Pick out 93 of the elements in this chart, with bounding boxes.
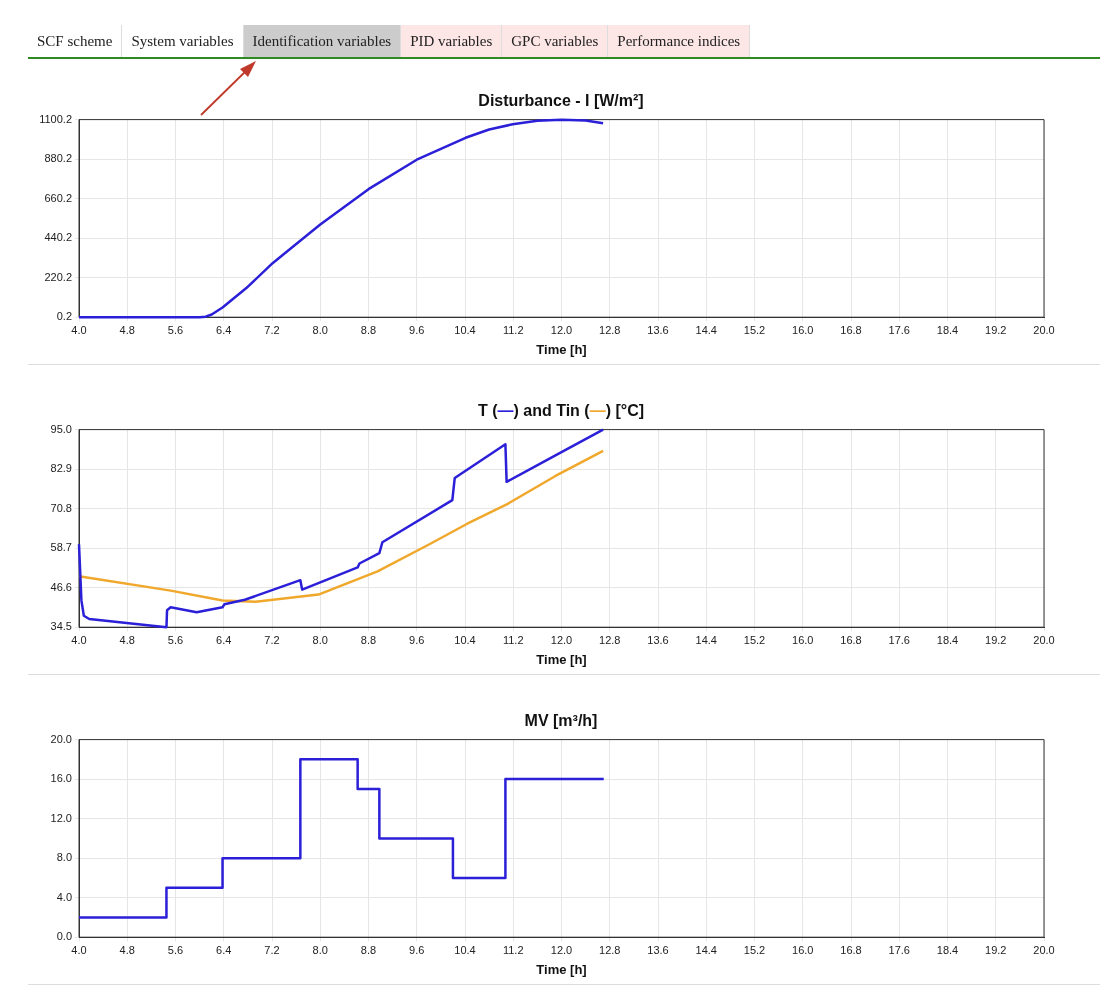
x-tick-label: 17.6 bbox=[888, 943, 910, 956]
category-label: Identification variables bbox=[243, 25, 402, 57]
x-tick-label: 12.8 bbox=[599, 323, 621, 336]
x-tick-label: 4.0 bbox=[71, 323, 87, 336]
category-label: PID variables bbox=[401, 25, 503, 57]
y-tick-label: 70.8 bbox=[50, 501, 72, 514]
x-tick-label: 8.8 bbox=[360, 323, 377, 336]
x-tick-label: 12.0 bbox=[550, 943, 573, 956]
y-tick-label: 46.6 bbox=[50, 580, 72, 593]
x-tick-label: 8.0 bbox=[312, 943, 328, 956]
x-tick-label: 8.0 bbox=[312, 633, 328, 646]
x-tick-label: 11.2 bbox=[502, 633, 524, 646]
x-tick-label: 8.8 bbox=[360, 633, 377, 646]
x-tick-label: 9.6 bbox=[409, 323, 425, 336]
x-tick-label: 16.0 bbox=[792, 633, 814, 646]
x-tick-label: 13.6 bbox=[647, 633, 669, 646]
y-tick-label: 220.2 bbox=[44, 270, 72, 283]
x-tick-label: 11.2 bbox=[502, 323, 524, 336]
y-tick-label: 20.0 bbox=[50, 732, 72, 745]
x-tick-label: 6.4 bbox=[216, 323, 232, 336]
x-tick-label: 4.0 bbox=[71, 943, 87, 956]
x-tick-label: 10.4 bbox=[454, 943, 476, 956]
x-tick-label: 5.6 bbox=[167, 323, 184, 336]
x-tick-label: 5.6 bbox=[167, 943, 184, 956]
x-tick-label: 13.6 bbox=[647, 943, 669, 956]
y-tick-label: 82.9 bbox=[50, 462, 72, 475]
x-axis-title: Time [h] bbox=[536, 341, 587, 357]
x-tick-label: 15.2 bbox=[743, 323, 766, 336]
x-tick-label: 5.6 bbox=[167, 633, 184, 646]
x-tick-label: 12.8 bbox=[599, 633, 621, 646]
x-tick-label: 4.8 bbox=[119, 633, 135, 646]
x-tick-label: 18.4 bbox=[936, 633, 959, 646]
x-tick-label: 16.8 bbox=[840, 943, 862, 956]
category-label: SCF scheme bbox=[28, 25, 123, 57]
x-tick-label: 13.6 bbox=[647, 323, 669, 336]
x-axis-title: Time [h] bbox=[536, 961, 587, 977]
x-tick-label: 17.6 bbox=[888, 633, 910, 646]
x-tick-label: 10.4 bbox=[454, 323, 476, 336]
x-tick-label: 15.2 bbox=[743, 943, 766, 956]
y-tick-label: 34.5 bbox=[50, 620, 72, 633]
x-tick-label: 16.0 bbox=[792, 323, 814, 336]
x-tick-label: 4.0 bbox=[71, 633, 87, 646]
x-tick-label: 10.4 bbox=[454, 633, 476, 646]
chart-title: Disturbance - I [W/m²] bbox=[477, 92, 645, 110]
x-tick-label: 16.0 bbox=[792, 943, 814, 956]
x-tick-label: 17.6 bbox=[888, 323, 910, 336]
x-tick-label: 11.2 bbox=[502, 943, 524, 956]
x-tick-label: 9.6 bbox=[409, 633, 425, 646]
x-tick-label: 6.4 bbox=[216, 633, 232, 646]
x-axis-title: Time [h] bbox=[536, 651, 587, 667]
x-tick-label: 15.2 bbox=[743, 633, 766, 646]
category-label: Performance indices bbox=[608, 25, 751, 57]
x-tick-label: 14.4 bbox=[695, 633, 717, 646]
x-tick-label: 12.8 bbox=[599, 943, 621, 956]
x-tick-label: 18.4 bbox=[936, 943, 959, 956]
x-tick-label: 4.8 bbox=[119, 323, 135, 336]
y-tick-label: 1100.2 bbox=[39, 112, 72, 125]
y-tick-label: 440.2 bbox=[44, 231, 72, 244]
x-tick-label: 18.4 bbox=[936, 323, 959, 336]
x-tick-label: 14.4 bbox=[695, 323, 717, 336]
x-tick-label: 4.8 bbox=[119, 943, 135, 956]
chart-title: T (—) and Tin (—) [°C] bbox=[476, 402, 646, 420]
chart-title: MV [m³/h] bbox=[523, 712, 599, 730]
x-tick-label: 7.2 bbox=[264, 943, 280, 956]
y-tick-label: 58.7 bbox=[50, 541, 72, 554]
x-tick-label: 7.2 bbox=[264, 633, 280, 646]
x-tick-label: 7.2 bbox=[264, 323, 280, 336]
x-tick-label: 16.8 bbox=[840, 323, 862, 336]
x-tick-label: 19.2 bbox=[985, 633, 1007, 646]
x-tick-label: 12.0 bbox=[550, 323, 573, 336]
x-tick-label: 14.4 bbox=[695, 943, 717, 956]
x-tick-label: 20.0 bbox=[1033, 633, 1055, 646]
x-tick-label: 20.0 bbox=[1033, 943, 1055, 956]
x-tick-label: 6.4 bbox=[216, 943, 232, 956]
y-tick-label: 8.0 bbox=[56, 851, 72, 864]
x-tick-label: 8.8 bbox=[360, 943, 377, 956]
y-tick-label: 0.2 bbox=[56, 310, 72, 323]
x-tick-label: 12.0 bbox=[550, 633, 573, 646]
x-tick-label: 19.2 bbox=[985, 943, 1007, 956]
category-label: GPC variables bbox=[502, 25, 609, 57]
x-tick-label: 9.6 bbox=[409, 943, 425, 956]
category-label: System variables bbox=[122, 25, 244, 57]
y-tick-label: 880.2 bbox=[44, 152, 72, 165]
y-tick-label: 0.0 bbox=[56, 930, 72, 943]
x-tick-label: 20.0 bbox=[1033, 323, 1055, 336]
y-tick-label: 95.0 bbox=[50, 422, 72, 435]
x-tick-label: 19.2 bbox=[985, 323, 1007, 336]
x-tick-label: 8.0 bbox=[312, 323, 328, 336]
x-tick-label: 16.8 bbox=[840, 633, 862, 646]
y-tick-label: 660.2 bbox=[44, 191, 72, 204]
y-tick-label: 12.0 bbox=[50, 811, 72, 824]
y-tick-label: 4.0 bbox=[56, 890, 72, 903]
y-tick-label: 16.0 bbox=[50, 772, 72, 785]
